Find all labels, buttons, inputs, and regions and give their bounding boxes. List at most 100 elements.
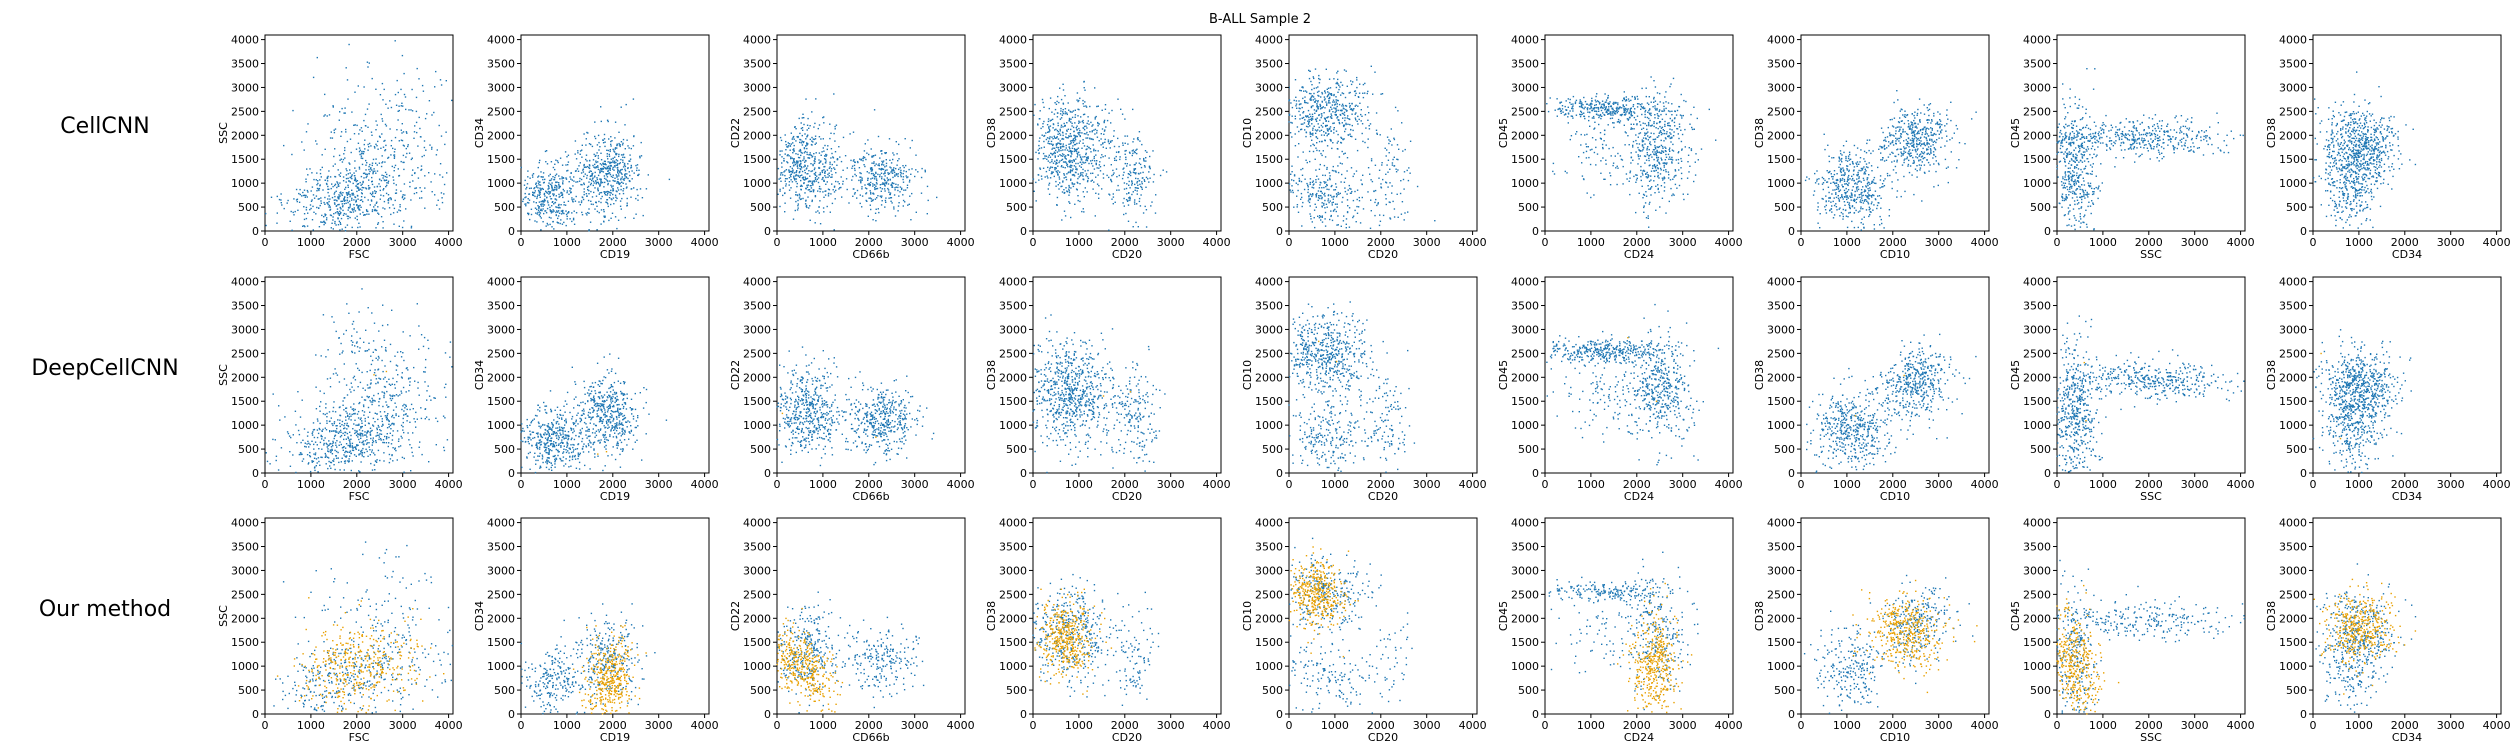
cell-point xyxy=(1659,163,1661,165)
cell-point xyxy=(1326,188,1328,190)
cell-point xyxy=(538,192,541,194)
cell-point xyxy=(604,141,606,143)
cell-point xyxy=(794,126,796,128)
cell-point xyxy=(324,179,326,181)
cell-point xyxy=(605,173,608,175)
cell-point xyxy=(596,177,598,179)
cell-point xyxy=(790,179,792,181)
cell-point xyxy=(1564,113,1567,115)
cell-point xyxy=(405,147,407,150)
cell-point xyxy=(861,186,863,188)
cell-point xyxy=(898,158,900,160)
cell-point xyxy=(1092,124,1094,126)
cell-point xyxy=(368,213,370,215)
cell-point xyxy=(351,111,353,113)
cell-point xyxy=(1316,130,1318,132)
cell-point xyxy=(1393,137,1395,139)
cell-point xyxy=(362,172,365,175)
cell-point xyxy=(348,180,350,182)
cell-point xyxy=(1127,143,1129,145)
cell-point xyxy=(551,182,553,184)
cell-point xyxy=(304,194,306,196)
cell-point xyxy=(1312,187,1315,189)
cell-point xyxy=(1644,109,1647,112)
cell-point xyxy=(1401,122,1403,124)
cell-point xyxy=(1300,198,1302,200)
cell-point xyxy=(884,180,886,182)
cell-point xyxy=(551,189,553,192)
cell-point xyxy=(903,189,905,191)
cell-point xyxy=(800,142,803,144)
cell-point xyxy=(1387,159,1390,161)
cell-point xyxy=(612,157,614,160)
cell-point xyxy=(1122,168,1124,170)
cell-point xyxy=(1676,187,1678,189)
cell-point xyxy=(822,163,824,165)
cell-point xyxy=(1136,190,1138,192)
cell-point xyxy=(621,176,623,178)
cell-point xyxy=(814,222,816,224)
cell-point xyxy=(525,188,527,190)
cell-point xyxy=(1333,101,1336,103)
cell-point xyxy=(613,165,616,167)
cell-point xyxy=(595,180,597,182)
cell-point xyxy=(546,163,549,165)
cell-point xyxy=(360,127,363,129)
cell-point xyxy=(342,158,345,161)
cell-point xyxy=(797,162,799,164)
cell-point xyxy=(540,200,542,203)
cell-point xyxy=(799,195,801,197)
cell-point xyxy=(1341,105,1343,107)
cell-point xyxy=(1078,133,1080,136)
cell-point xyxy=(1098,167,1100,169)
cell-point xyxy=(355,170,357,172)
cell-point xyxy=(1601,115,1603,117)
cell-point xyxy=(553,210,555,212)
cell-point xyxy=(1295,182,1297,184)
cell-point xyxy=(1331,108,1333,110)
cell-point xyxy=(828,172,830,174)
cell-point xyxy=(789,166,792,168)
cell-point xyxy=(1112,203,1114,205)
cell-point xyxy=(1606,108,1608,111)
cell-point xyxy=(1037,174,1040,176)
cell-point xyxy=(337,182,339,184)
cell-point xyxy=(360,206,362,208)
cell-point xyxy=(1655,185,1657,187)
cell-point xyxy=(393,166,396,169)
cell-point xyxy=(1060,185,1062,188)
cell-point xyxy=(801,144,804,146)
cell-point xyxy=(1055,137,1057,139)
cell-point xyxy=(1064,113,1066,115)
cell-point xyxy=(813,153,815,155)
cell-point xyxy=(848,202,850,204)
cell-point xyxy=(617,172,619,174)
cell-point xyxy=(551,188,554,190)
cell-point xyxy=(540,229,542,231)
cell-point xyxy=(639,157,641,159)
cell-point xyxy=(1083,80,1085,83)
cell-point xyxy=(340,158,342,160)
cell-point xyxy=(795,191,797,193)
cell-point xyxy=(872,192,874,194)
cell-point xyxy=(1336,103,1338,105)
cell-point xyxy=(1061,191,1064,193)
cell-point xyxy=(353,133,356,135)
cell-point xyxy=(436,149,438,151)
cell-point xyxy=(1335,86,1338,89)
cell-point xyxy=(400,160,402,163)
cell-point xyxy=(295,199,298,201)
cell-point xyxy=(360,199,363,201)
cell-point xyxy=(398,209,400,211)
cell-point xyxy=(347,192,349,194)
cell-point xyxy=(574,200,577,202)
cell-point xyxy=(1665,171,1667,173)
cell-point xyxy=(852,131,855,133)
cell-point xyxy=(905,164,907,167)
cell-point xyxy=(812,138,814,140)
cell-point xyxy=(373,196,376,198)
cell-point xyxy=(1313,87,1315,90)
cell-point xyxy=(548,216,551,219)
cell-point xyxy=(1354,94,1356,97)
cell-point xyxy=(811,199,813,201)
